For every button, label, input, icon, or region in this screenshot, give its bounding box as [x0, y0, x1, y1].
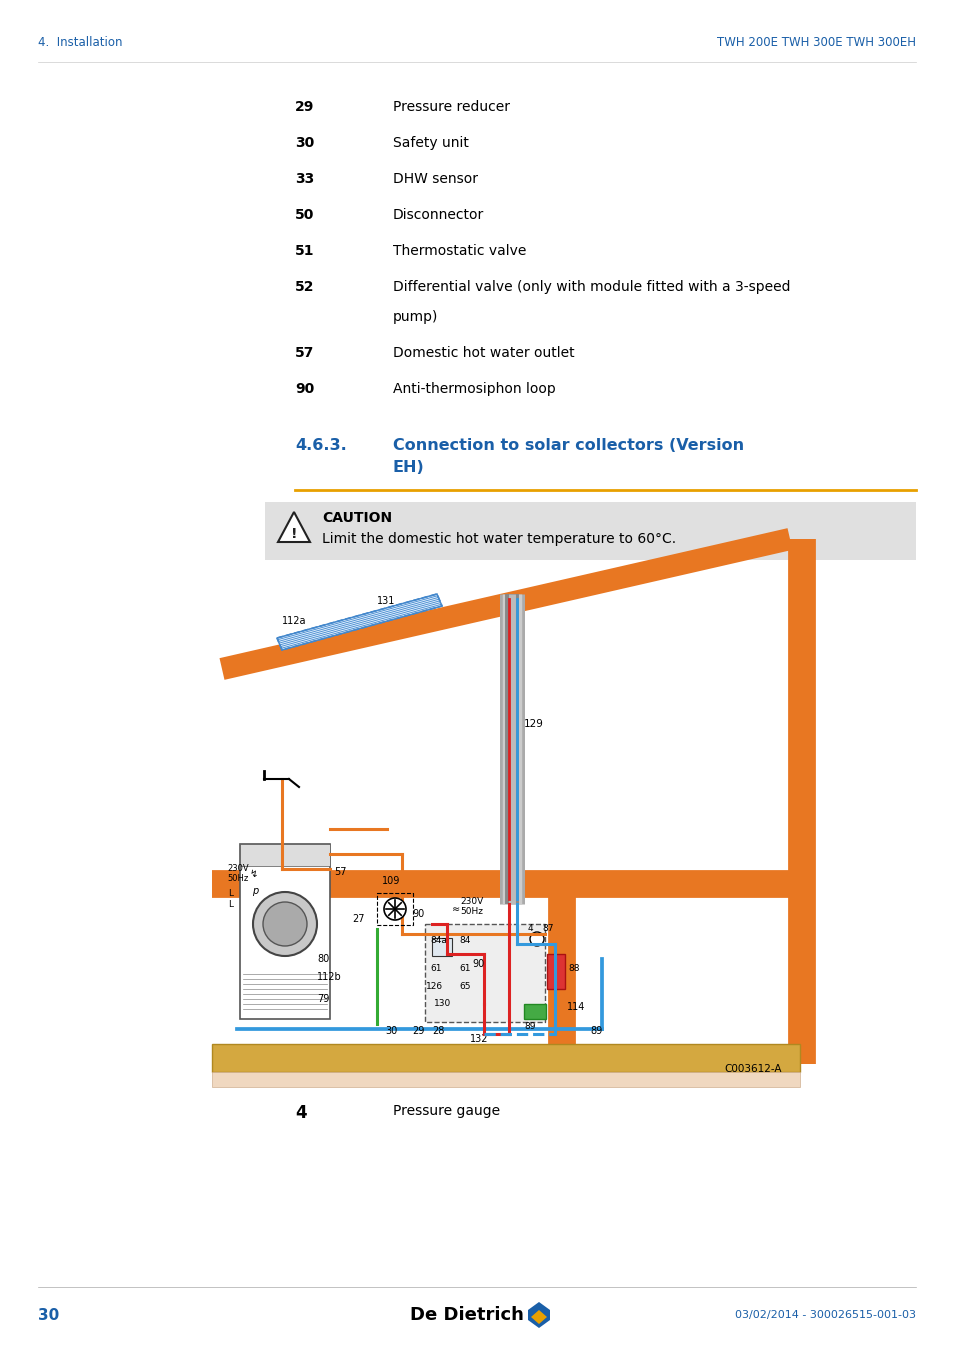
Text: 129: 129 [523, 720, 543, 729]
Text: 61: 61 [458, 964, 470, 973]
Text: 50Hz: 50Hz [227, 873, 248, 883]
Text: 130: 130 [434, 999, 451, 1008]
Circle shape [263, 902, 307, 946]
Circle shape [530, 931, 543, 946]
Text: 126: 126 [426, 981, 442, 991]
Text: 27: 27 [352, 914, 364, 923]
Text: C003612-A: C003612-A [723, 1064, 781, 1075]
Text: TWH 200E TWH 300E TWH 300EH: TWH 200E TWH 300E TWH 300EH [717, 35, 915, 49]
Text: 112a: 112a [282, 616, 306, 626]
Text: 109: 109 [381, 876, 400, 886]
Text: 65: 65 [458, 981, 470, 991]
Text: 57: 57 [294, 346, 314, 360]
Bar [240, 844, 330, 1019]
Text: 03/02/2014 - 300026515-001-03: 03/02/2014 - 300026515-001-03 [734, 1310, 915, 1320]
Bar [432, 938, 452, 956]
Text: !: ! [291, 526, 297, 541]
Bar [546, 954, 564, 990]
Text: Domestic hot water outlet: Domestic hot water outlet [393, 346, 574, 360]
Text: 88: 88 [567, 964, 578, 973]
Text: 4.6.3.: 4.6.3. [294, 437, 346, 454]
Text: 84a: 84a [430, 936, 446, 945]
Text: EH): EH) [393, 460, 424, 475]
Text: 230V: 230V [459, 896, 483, 906]
Text: Pressure gauge: Pressure gauge [393, 1104, 499, 1118]
Text: 90: 90 [412, 909, 424, 919]
Text: 50Hz: 50Hz [459, 907, 482, 917]
Text: Disconnector: Disconnector [393, 208, 484, 221]
Polygon shape [276, 594, 441, 649]
Text: 30: 30 [38, 1308, 59, 1323]
Bar [212, 1072, 800, 1087]
Bar [240, 844, 330, 865]
Text: 61: 61 [430, 964, 441, 973]
Text: 230V: 230V [227, 864, 249, 873]
Text: L: L [228, 900, 233, 909]
Text: Differential valve (only with module fitted with a 3-speed: Differential valve (only with module fit… [393, 279, 790, 294]
Text: 57: 57 [334, 867, 346, 878]
Text: 4: 4 [294, 1104, 306, 1122]
Text: 112b: 112b [316, 972, 341, 981]
Circle shape [253, 892, 316, 956]
Text: 30: 30 [294, 136, 314, 150]
Text: pump): pump) [393, 310, 438, 324]
Text: 84: 84 [458, 936, 470, 945]
Polygon shape [527, 1301, 550, 1328]
Text: 87: 87 [541, 923, 553, 933]
Text: 4: 4 [527, 923, 533, 933]
Text: 52: 52 [294, 279, 314, 294]
Text: 79: 79 [316, 994, 329, 1004]
Text: ≈: ≈ [452, 904, 459, 914]
Circle shape [384, 898, 406, 919]
Text: De Dietrich: De Dietrich [410, 1305, 523, 1324]
Text: 51: 51 [294, 244, 314, 258]
Text: 132: 132 [470, 1034, 488, 1044]
Text: 29: 29 [412, 1026, 424, 1035]
Text: 30: 30 [385, 1026, 396, 1035]
Text: ↯: ↯ [250, 869, 258, 879]
Text: DHW sensor: DHW sensor [393, 171, 477, 186]
Polygon shape [277, 512, 310, 541]
Text: 80: 80 [316, 954, 329, 964]
Bar [424, 923, 544, 1022]
Text: Limit the domestic hot water temperature to 60°C.: Limit the domestic hot water temperature… [322, 532, 676, 545]
Text: 28: 28 [432, 1026, 444, 1035]
Text: Connection to solar collectors (Version: Connection to solar collectors (Version [393, 437, 743, 454]
Text: 50: 50 [294, 208, 314, 221]
Text: 114: 114 [566, 1002, 585, 1012]
Text: Safety unit: Safety unit [393, 136, 468, 150]
Text: 89: 89 [523, 1022, 535, 1031]
Text: Thermostatic valve: Thermostatic valve [393, 244, 526, 258]
Text: p: p [252, 886, 258, 896]
Text: Pressure reducer: Pressure reducer [393, 100, 510, 113]
Bar [523, 1004, 545, 1019]
Text: 33: 33 [294, 171, 314, 186]
Polygon shape [531, 1310, 546, 1324]
Bar [376, 892, 413, 925]
Text: Anti-thermosiphon loop: Anti-thermosiphon loop [393, 382, 556, 396]
Text: CAUTION: CAUTION [322, 512, 392, 525]
Text: 90: 90 [472, 958, 484, 969]
Text: 4.  Installation: 4. Installation [38, 35, 122, 49]
Text: 131: 131 [376, 595, 395, 606]
Bar [265, 502, 915, 560]
Text: L: L [228, 890, 233, 898]
Text: 90: 90 [294, 382, 314, 396]
Bar [212, 1044, 800, 1072]
Text: 29: 29 [294, 100, 314, 113]
Text: 89: 89 [589, 1026, 601, 1035]
